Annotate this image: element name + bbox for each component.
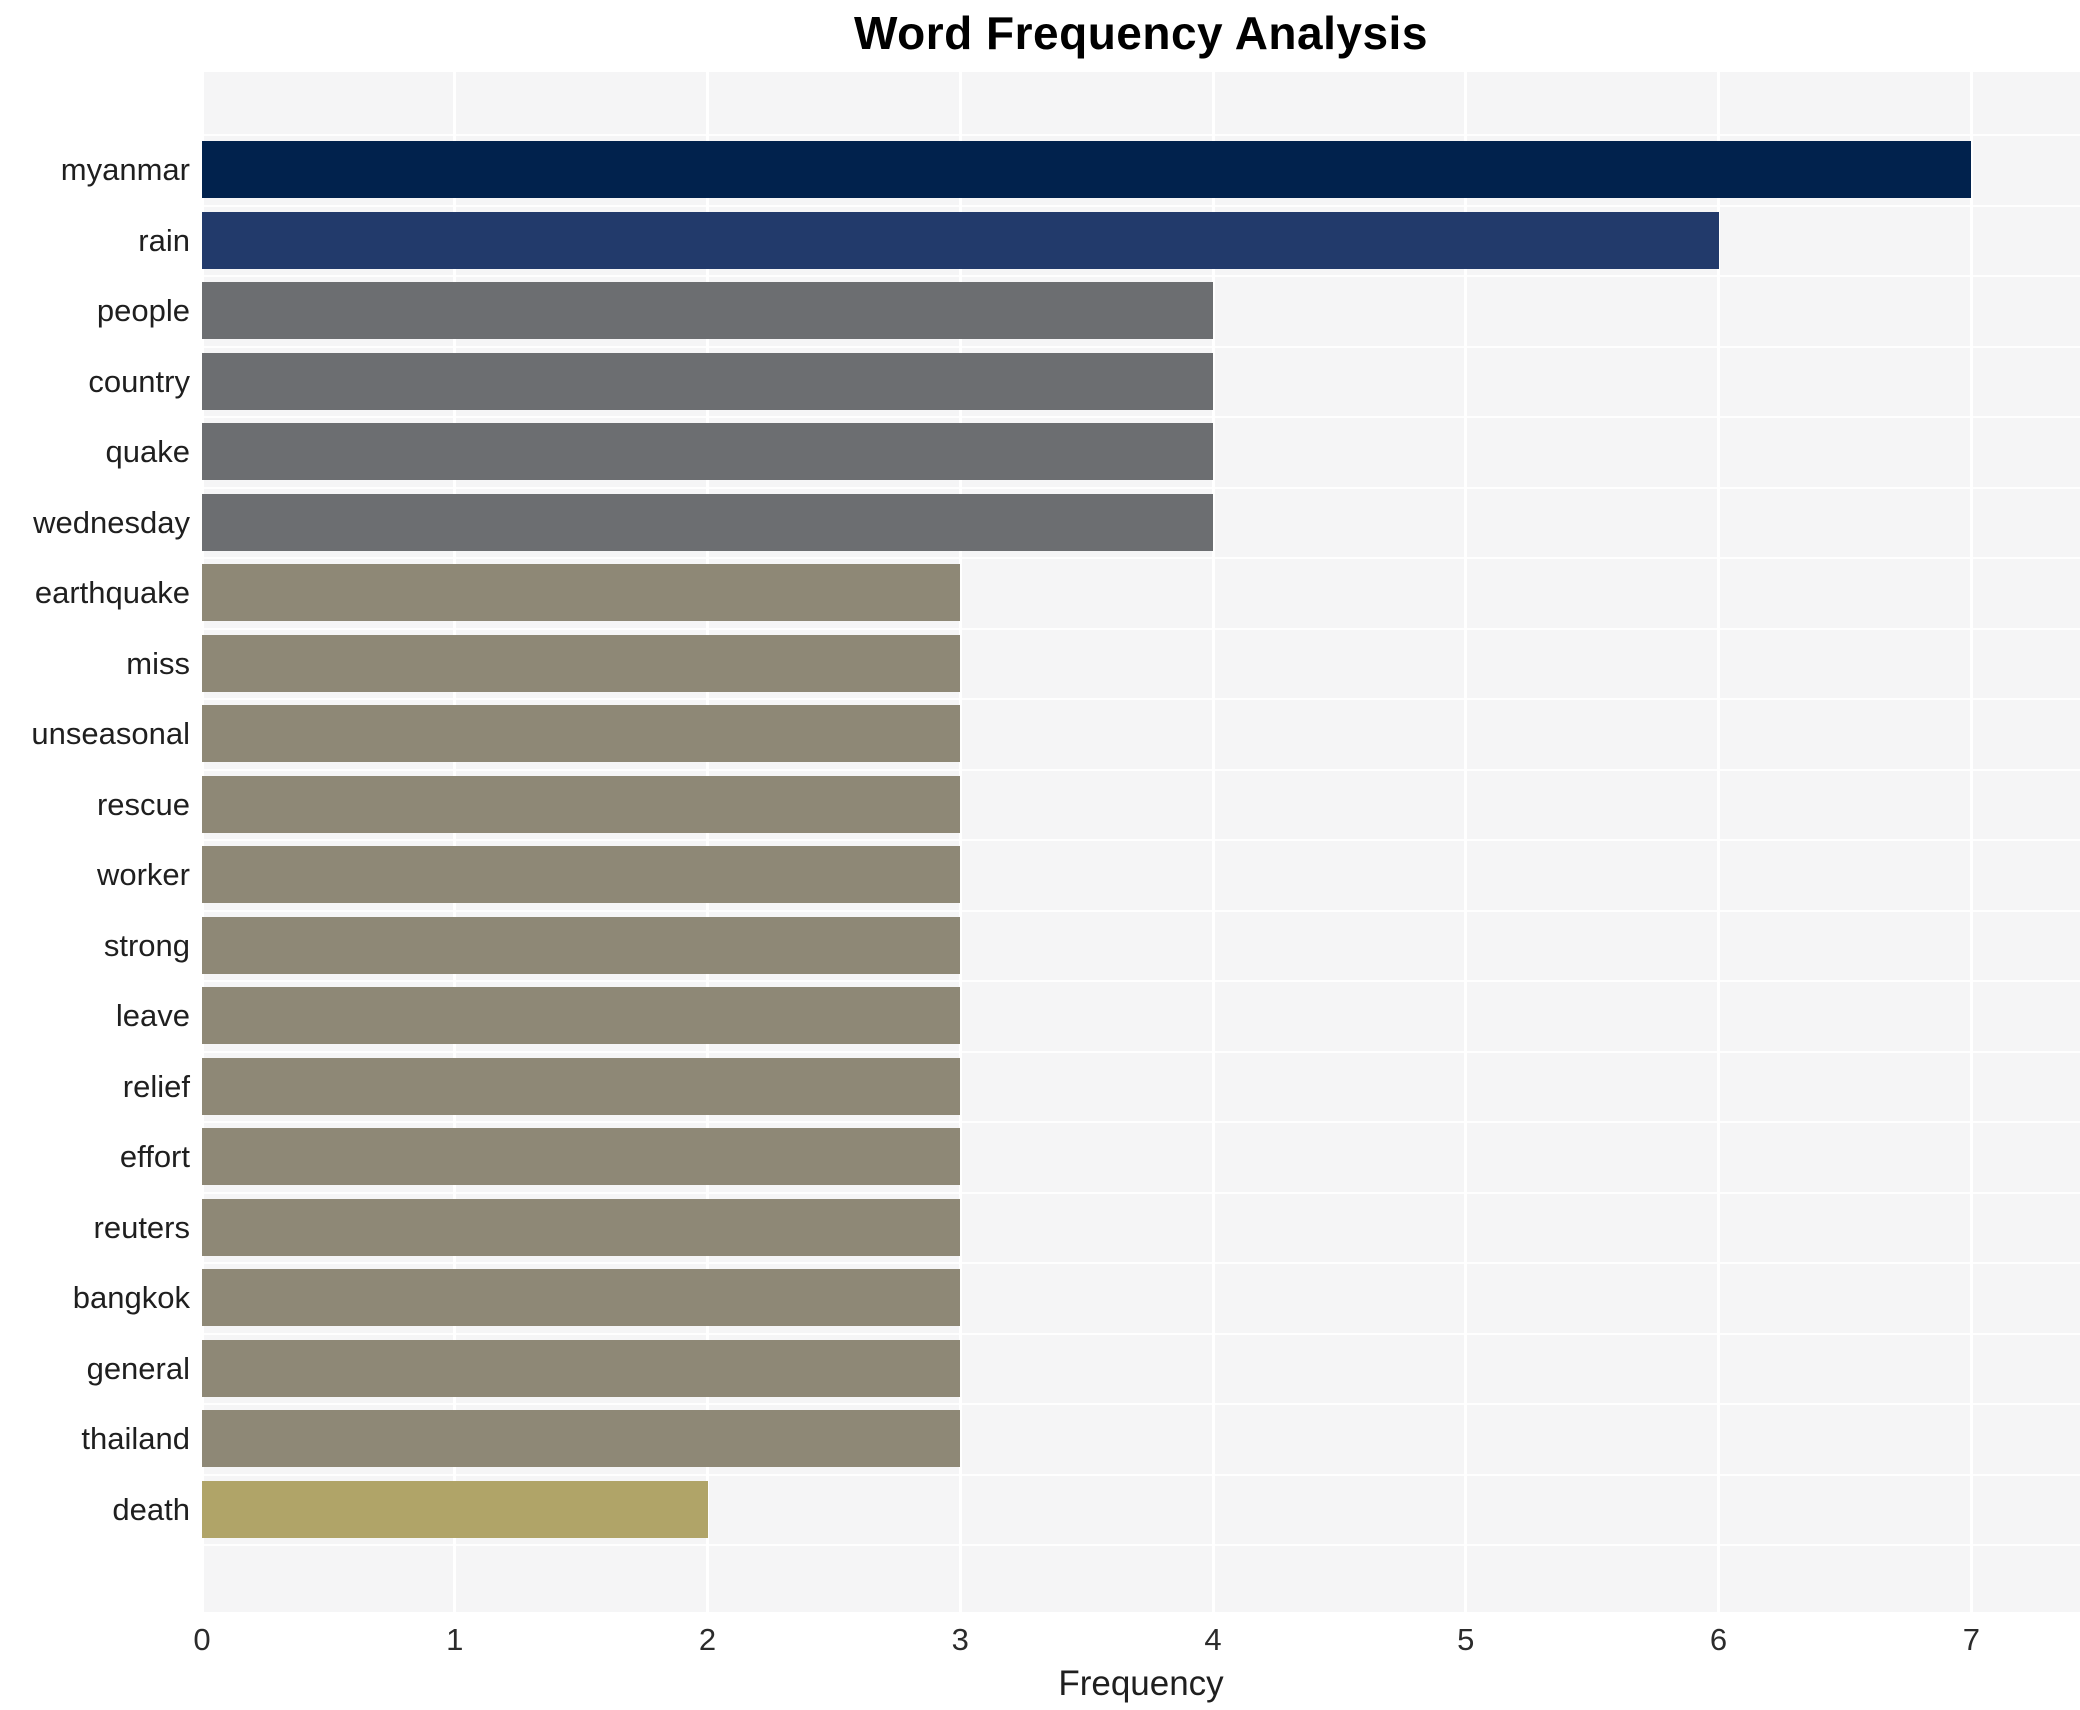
horizontal-gridline: [202, 1121, 2080, 1123]
horizontal-gridline: [202, 1191, 2080, 1194]
horizontal-gridline: [202, 345, 2080, 348]
plot-area: [200, 72, 2080, 1612]
bar-wednesday: [202, 493, 1214, 551]
vertical-gridline: [1717, 72, 1721, 1612]
bar-rain: [202, 211, 1719, 269]
y-label-death: death: [112, 1491, 190, 1527]
vertical-gridline: [453, 72, 457, 1612]
y-label-strong: strong: [103, 927, 190, 963]
x-tick-7: 7: [1962, 1622, 1980, 1657]
horizontal-gridline: [202, 204, 2080, 207]
bar-general: [202, 1339, 961, 1397]
y-label-leave: leave: [115, 998, 190, 1033]
horizontal-gridline: [202, 1262, 2080, 1264]
horizontal-gridline: [202, 909, 2080, 912]
y-label-relief: relief: [122, 1068, 190, 1104]
horizontal-gridline: [202, 416, 2080, 418]
y-label-myanmar: myanmar: [60, 152, 190, 187]
y-label-bangkok: bangkok: [72, 1280, 190, 1315]
y-label-reuters: reuters: [93, 1209, 190, 1245]
bar-death: [202, 1480, 708, 1538]
horizontal-gridline: [202, 980, 2080, 982]
x-tick-4: 4: [1204, 1622, 1222, 1657]
bar-rescue: [202, 775, 961, 833]
y-label-general: general: [86, 1350, 190, 1386]
y-label-rescue: rescue: [96, 786, 190, 822]
bar-unseasonal: [202, 705, 961, 762]
horizontal-gridline: [202, 1050, 2080, 1053]
bar-people: [202, 282, 1214, 339]
vertical-gridline: [1464, 72, 1468, 1612]
horizontal-gridline: [202, 768, 2080, 771]
bar-country: [202, 352, 1214, 410]
vertical-gridline: [706, 72, 710, 1612]
x-axis-title: Frequency: [1058, 1664, 1224, 1703]
horizontal-gridline: [202, 275, 2080, 277]
bar-effort: [202, 1128, 961, 1185]
horizontal-gridline: [202, 627, 2080, 630]
bar-earthquake: [202, 564, 961, 621]
x-tick-2: 2: [698, 1622, 717, 1657]
y-label-effort: effort: [119, 1139, 190, 1174]
y-axis-category-labels: myanmar rain people country quake wednesday ea…: [0, 72, 190, 1612]
x-tick-1: 1: [446, 1622, 464, 1657]
vertical-gridline: [1211, 72, 1215, 1612]
x-tick-0: 0: [193, 1622, 211, 1657]
bar-strong: [202, 916, 961, 974]
chart-title: Word Frequency Analysis: [854, 7, 1428, 59]
horizontal-gridline: [202, 134, 2080, 136]
x-tick-6: 6: [1709, 1622, 1728, 1657]
horizontal-gridline: [202, 1332, 2080, 1335]
horizontal-gridline: [202, 698, 2080, 700]
horizontal-gridline: [202, 1544, 2080, 1546]
bar-reuters: [202, 1198, 961, 1256]
bar-worker: [202, 846, 961, 903]
bar-miss: [202, 634, 961, 692]
y-label-worker: worker: [96, 857, 190, 892]
x-tick-3: 3: [951, 1622, 969, 1657]
y-label-country: country: [88, 363, 190, 399]
vertical-gridline: [958, 72, 962, 1612]
horizontal-gridline: [202, 1403, 2080, 1405]
x-axis-ticks: 0 1 2 3 4 5 6 7: [0, 1622, 2080, 1662]
y-label-people: people: [96, 293, 190, 328]
bar-relief: [202, 1057, 961, 1115]
horizontal-gridline: [202, 839, 2080, 841]
bar-quake: [202, 423, 1214, 480]
vertical-gridline: [1969, 72, 1973, 1612]
y-label-rain: rain: [138, 222, 190, 258]
horizontal-gridline: [202, 1473, 2080, 1476]
bar-leave: [202, 987, 961, 1044]
vertical-gridline: [200, 72, 204, 1612]
y-label-thailand: thailand: [81, 1421, 190, 1456]
bar-myanmar: [202, 141, 1972, 198]
bar-thailand: [202, 1410, 961, 1467]
y-label-earthquake: earthquake: [34, 575, 190, 610]
y-label-unseasonal: unseasonal: [31, 716, 190, 751]
y-label-quake: quake: [105, 434, 190, 469]
y-label-miss: miss: [126, 645, 190, 681]
bar-bangkok: [202, 1269, 961, 1326]
y-label-wednesday: wednesday: [33, 504, 190, 540]
horizontal-gridline: [202, 557, 2080, 559]
x-tick-5: 5: [1457, 1622, 1475, 1657]
horizontal-gridline: [202, 486, 2080, 489]
